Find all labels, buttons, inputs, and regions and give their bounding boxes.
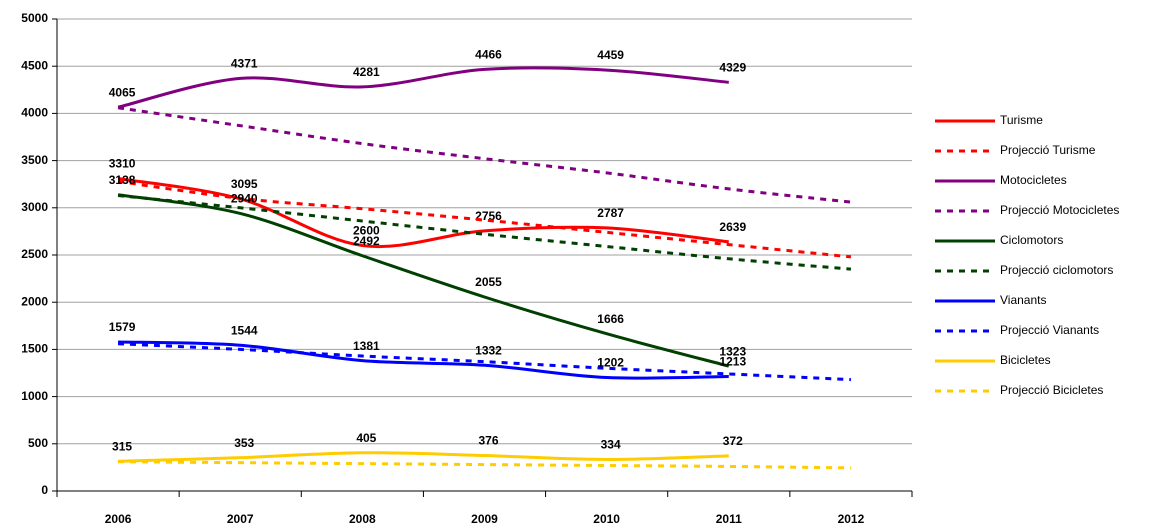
data-label: 1579 — [109, 320, 136, 334]
data-label: 315 — [112, 439, 132, 453]
series-line — [117, 177, 729, 249]
data-label: 334 — [601, 438, 621, 452]
series-line — [118, 340, 729, 380]
data-label: 2940 — [231, 192, 258, 206]
series-line — [117, 179, 852, 259]
y-tick-label: 1500 — [21, 342, 48, 356]
x-tick-label: 2012 — [838, 512, 865, 526]
data-label: 353 — [234, 436, 254, 450]
y-tick-label: 500 — [28, 436, 48, 450]
data-label: 376 — [478, 434, 498, 448]
series-line — [117, 194, 852, 271]
series-line — [118, 342, 851, 382]
legend-label: Motocicletes — [1000, 173, 1067, 187]
data-label: 3310 — [109, 157, 136, 171]
data-label: 3138 — [109, 173, 136, 187]
series-line — [117, 193, 730, 368]
data-label: 2492 — [353, 234, 380, 248]
data-label: 2639 — [719, 220, 746, 234]
data-label: 4459 — [597, 48, 624, 62]
data-label: 4371 — [231, 57, 258, 71]
y-tick-label: 0 — [41, 483, 48, 497]
x-tick-label: 2010 — [593, 512, 620, 526]
y-tick-label: 1000 — [21, 389, 48, 403]
data-label: 1666 — [597, 312, 624, 326]
data-label: 4065 — [109, 85, 136, 99]
data-label: 4466 — [475, 48, 502, 62]
x-tick-label: 2011 — [716, 512, 742, 526]
legend-label: Projecció Vianants — [1000, 323, 1099, 337]
legend-label: Bicicletes — [1000, 353, 1051, 367]
data-label: 4281 — [353, 65, 380, 79]
x-tick-label: 2008 — [349, 512, 376, 526]
data-label: 2600 — [353, 224, 380, 238]
legend-label: Projecció Turisme — [1000, 143, 1096, 157]
y-tick-label: 3000 — [21, 200, 48, 214]
data-label: 1381 — [353, 339, 380, 353]
data-label: 1213 — [719, 355, 746, 369]
y-tick-label: 2000 — [21, 294, 48, 308]
y-tick-label: 4000 — [21, 106, 48, 120]
legend-label: Projecció Motocicletes — [1000, 203, 1119, 217]
data-label: 2787 — [597, 206, 624, 220]
y-tick-label: 5000 — [21, 11, 48, 25]
data-label: 405 — [356, 431, 376, 445]
x-tick-label: 2006 — [105, 512, 132, 526]
y-tick-label: 4500 — [21, 58, 48, 72]
data-label: 1544 — [231, 323, 258, 337]
data-label: 4329 — [719, 61, 746, 75]
y-tick-label: 2500 — [21, 247, 48, 261]
data-label: 2055 — [475, 275, 502, 289]
data-label: 372 — [723, 434, 743, 448]
data-label: 1202 — [597, 356, 624, 370]
data-label: 3095 — [231, 177, 258, 191]
legend-label: Vianants — [1000, 293, 1046, 307]
data-label: 1332 — [475, 343, 502, 357]
x-tick-label: 2007 — [227, 512, 254, 526]
series-line — [117, 106, 852, 204]
series-line — [118, 451, 729, 463]
legend-label: Projecció ciclomotors — [1000, 263, 1113, 277]
legend-label: Projecció Bicicletes — [1000, 383, 1103, 397]
data-label: 1323 — [719, 344, 746, 358]
series-line — [117, 66, 729, 109]
series-line — [118, 460, 851, 470]
y-tick-label: 3500 — [21, 153, 48, 167]
legend-label: Ciclomotors — [1000, 233, 1063, 247]
legend-label: Turisme — [1000, 113, 1043, 127]
x-tick-label: 2009 — [471, 512, 498, 526]
